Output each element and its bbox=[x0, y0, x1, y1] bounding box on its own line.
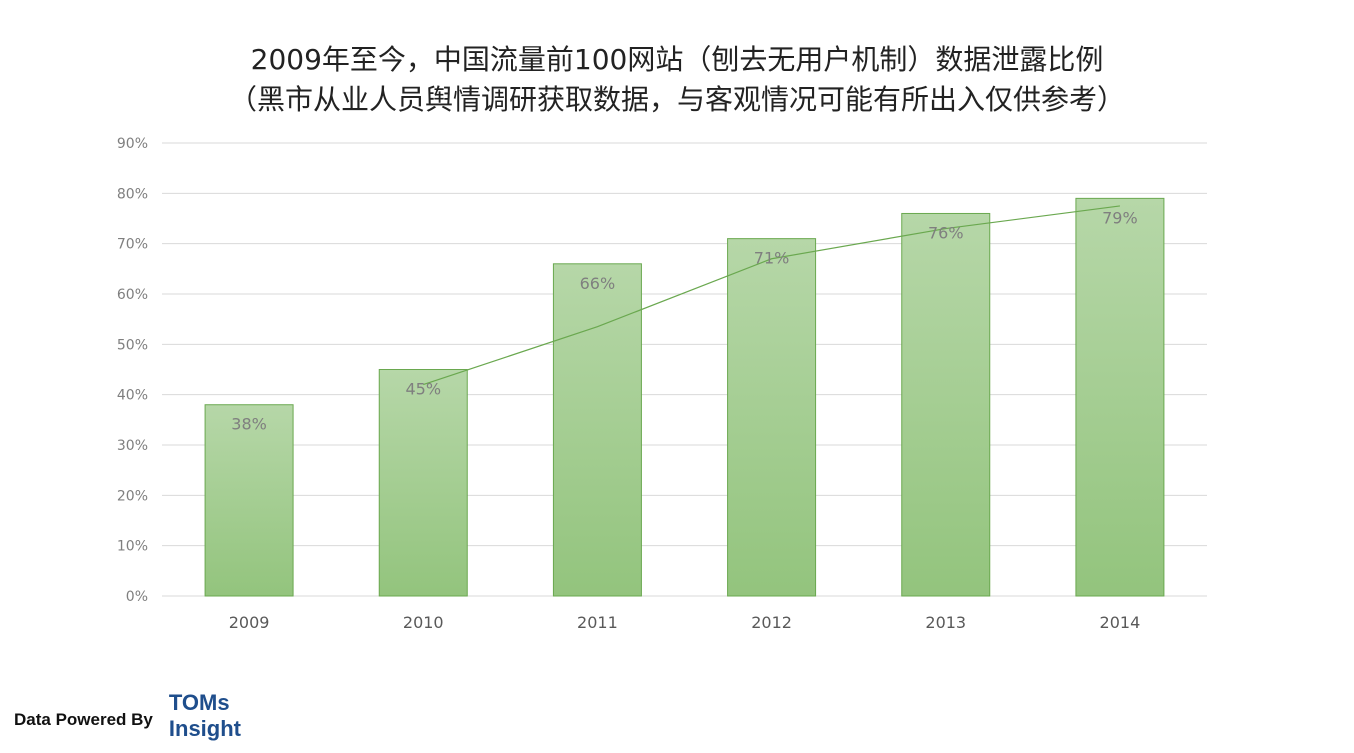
trend-line bbox=[423, 205, 1120, 386]
x-tick-label: 2011 bbox=[577, 613, 618, 632]
data-label: 66% bbox=[580, 274, 616, 293]
y-tick-label: 10% bbox=[117, 539, 148, 555]
y-tick-label: 60% bbox=[117, 287, 148, 303]
data-label: 71% bbox=[754, 249, 790, 268]
x-tick-label: 2013 bbox=[925, 613, 966, 632]
y-tick-label: 20% bbox=[117, 488, 148, 504]
x-tick-label: 2010 bbox=[403, 613, 444, 632]
y-tick-label: 30% bbox=[117, 438, 148, 454]
y-tick-label: 90% bbox=[117, 136, 148, 152]
data-label: 45% bbox=[405, 380, 441, 399]
x-tick-label: 2014 bbox=[1100, 613, 1141, 632]
bar bbox=[1075, 197, 1165, 597]
bar bbox=[378, 369, 468, 597]
powered-by-label: Data Powered By bbox=[14, 710, 153, 729]
y-tick-label: 70% bbox=[117, 237, 148, 253]
chart-title-line-1: 2009年至今，中国流量前100网站（刨去无用户机制）数据泄露比例 bbox=[250, 43, 1104, 76]
brand-logo: TOMs Insight bbox=[169, 690, 241, 742]
bar bbox=[204, 404, 294, 597]
brand-line-1: TOMs bbox=[168, 690, 230, 715]
x-tick-label: 2009 bbox=[229, 613, 270, 632]
chart-title: 2009年至今，中国流量前100网站（刨去无用户机制）数据泄露比例 （黑市从业人… bbox=[0, 40, 1354, 120]
bar bbox=[901, 212, 991, 597]
bar bbox=[552, 263, 642, 597]
chart-title-line-2: （黑市从业人员舆情调研获取数据，与客观情况可能有所出入仅供参考） bbox=[228, 83, 1125, 116]
y-tick-label: 40% bbox=[117, 388, 148, 404]
x-tick-label: 2012 bbox=[751, 613, 792, 632]
bar bbox=[727, 238, 817, 597]
data-label: 38% bbox=[231, 415, 267, 434]
data-label: 79% bbox=[1102, 208, 1138, 227]
footer: Data Powered By TOMs Insight bbox=[14, 690, 241, 742]
y-tick-label: 80% bbox=[117, 186, 148, 202]
y-tick-label: 50% bbox=[117, 337, 148, 353]
y-tick-label: 0% bbox=[126, 589, 148, 605]
data-label: 76% bbox=[928, 223, 964, 242]
brand-line-2: Insight bbox=[168, 716, 241, 741]
